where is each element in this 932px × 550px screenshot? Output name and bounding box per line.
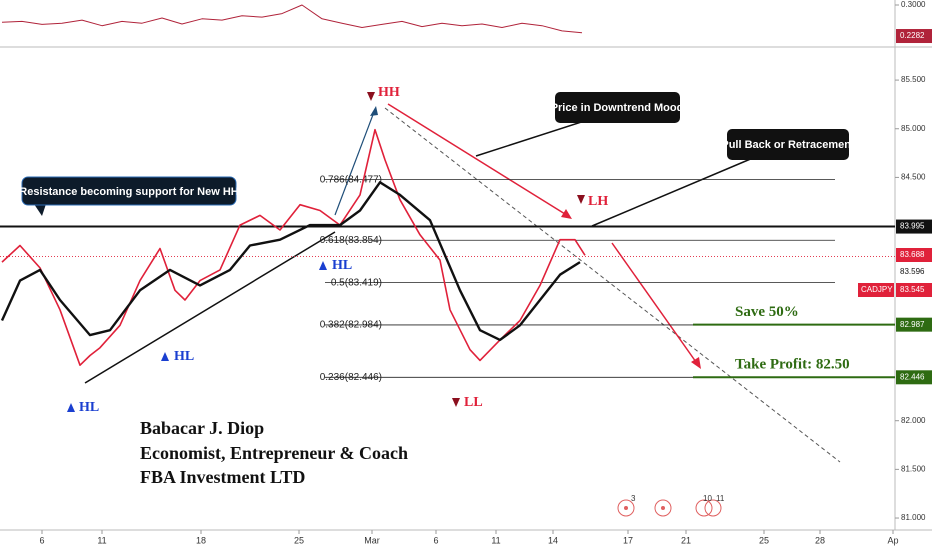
- x-tick-label: 11: [97, 535, 106, 545]
- y-tick-label: 81.500: [901, 464, 926, 473]
- x-tick-label: 17: [623, 535, 633, 545]
- support-trendline: [84, 231, 336, 384]
- author-line: Babacar J. Diop: [140, 418, 264, 438]
- event-icon[interactable]: [695, 499, 713, 517]
- moving-average: [0, 181, 581, 342]
- fib-label: 0.618(83.854): [320, 235, 382, 246]
- swing-label: LL: [464, 395, 483, 410]
- osc-tick-label: 0.3000: [901, 0, 926, 9]
- swing-label: HL: [79, 400, 99, 415]
- fib-label: 0.5(83.419): [331, 277, 382, 288]
- event-icon[interactable]: [704, 499, 722, 517]
- target-name: Save 50%: [735, 304, 799, 320]
- swing-label: LH: [588, 194, 608, 209]
- event-dot: [661, 506, 665, 510]
- fib-label: 0.786(84.477): [320, 174, 382, 185]
- osc-tag-box: [896, 29, 932, 44]
- y-tick-label: 81.000: [901, 513, 926, 522]
- x-tick-label: 28: [815, 535, 825, 545]
- callout-box: [555, 92, 680, 123]
- y-tick-label: 85.500: [901, 75, 926, 84]
- author-line: Economist, Entrepreneur & Coach: [140, 443, 408, 463]
- event-count: 10: [703, 494, 712, 503]
- x-tick-label: 14: [548, 535, 558, 545]
- symbol-tag: CADJPY: [861, 285, 893, 294]
- price-tag: 83.545: [900, 285, 925, 294]
- swing-arrow: [161, 352, 169, 361]
- arrowhead: [370, 106, 378, 116]
- price-tag-box: [896, 283, 932, 297]
- swing-arrow: [319, 261, 327, 270]
- callout-pointer: [34, 204, 46, 216]
- x-tick-label: 25: [294, 535, 304, 545]
- price-tag-box: [896, 370, 932, 385]
- swing-label: HL: [174, 349, 194, 364]
- swing-arrow: [367, 92, 375, 101]
- down-arrow-line: [387, 103, 566, 215]
- arrowhead: [691, 357, 701, 369]
- fib-label: 0.236(82.446): [320, 372, 382, 383]
- price-line: [1, 128, 586, 366]
- swing-label: HL: [332, 258, 352, 273]
- downtrend-projection: [384, 107, 841, 463]
- osc-tag: 0.2282: [900, 31, 925, 40]
- event-dot: [624, 506, 628, 510]
- x-tick-label: 11: [491, 535, 500, 545]
- price-tag: 83.688: [900, 250, 925, 259]
- event-icon[interactable]: [654, 499, 672, 517]
- callout-text: Price in Downtrend Mood: [551, 102, 684, 114]
- arrowhead: [561, 209, 572, 219]
- x-tick-label: 21: [681, 535, 691, 545]
- price-tag-box: [896, 219, 932, 234]
- up-arrow-line: [334, 111, 375, 216]
- fib-label: 0.382(82.984): [320, 320, 382, 331]
- event-count: 3: [631, 494, 636, 503]
- callout-box: [727, 129, 849, 160]
- oscillator-line: [1, 4, 583, 34]
- x-tick-label: 25: [759, 535, 769, 545]
- target-name: Take Profit: 82.50: [735, 357, 850, 373]
- callout-text: Resistance becoming support for New HH: [19, 186, 238, 198]
- swing-label: HH: [378, 85, 400, 100]
- y-tick-label: 85.000: [901, 124, 926, 133]
- y-tick-label: 84.500: [901, 173, 926, 182]
- y-tick-label: 82.000: [901, 416, 926, 425]
- price-tag: 82.446: [900, 372, 925, 381]
- swing-arrow: [67, 403, 75, 412]
- x-tick-label: Mar: [364, 535, 380, 545]
- event-icon[interactable]: [617, 499, 635, 517]
- x-tick-label: 6: [433, 535, 438, 545]
- x-tick-label: 6: [39, 535, 44, 545]
- symbol-box: [858, 283, 894, 297]
- event-count: 11: [716, 494, 725, 503]
- price-tag-box: [896, 248, 932, 262]
- x-tick-label: 18: [196, 535, 206, 545]
- x-tick-label: Ap: [887, 535, 898, 545]
- price-tag: 82.987: [900, 320, 925, 329]
- price-tag-box: [896, 317, 932, 332]
- swing-arrow: [577, 195, 585, 204]
- callout-box: [21, 176, 237, 206]
- callout-pointer: [591, 154, 761, 227]
- price-tag: 83.995: [900, 222, 925, 231]
- swing-arrow: [452, 398, 460, 407]
- price-tag: 83.596: [900, 267, 925, 276]
- author-line: FBA Investment LTD: [140, 467, 305, 487]
- projection-arrow-line: [611, 242, 697, 363]
- callout-text: Pull Back or Retracement: [721, 139, 855, 151]
